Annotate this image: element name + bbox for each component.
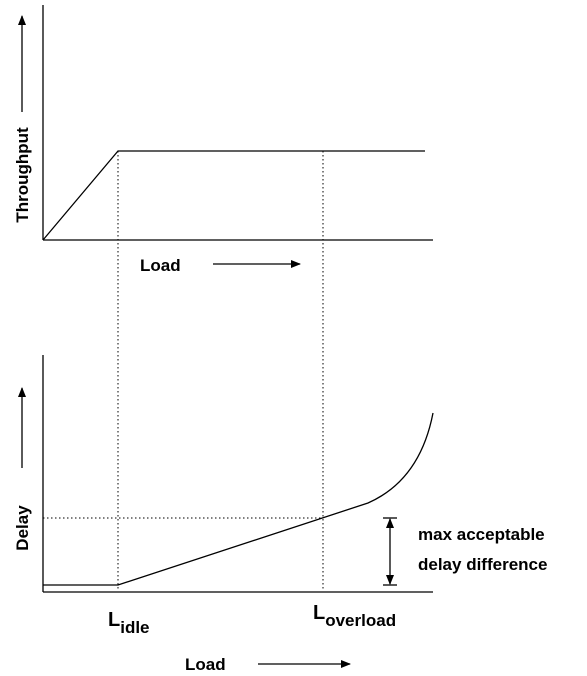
delay-curve [43, 412, 434, 586]
annotation: max acceptable [418, 525, 545, 544]
marker-label: Lidle [108, 609, 150, 637]
marker-sub: overload [325, 611, 396, 630]
throughput-curve [42, 150, 425, 241]
marker-sub: idle [120, 618, 149, 637]
marker-label: Loverload [313, 602, 396, 630]
x-label: Load [185, 655, 226, 674]
marker-base: L [313, 602, 325, 624]
marker-base: L [108, 609, 120, 631]
annotation: delay difference [418, 555, 547, 574]
y-label: Delay [13, 505, 32, 551]
x-label: Load [140, 256, 181, 275]
y-label: Throughput [13, 127, 32, 223]
